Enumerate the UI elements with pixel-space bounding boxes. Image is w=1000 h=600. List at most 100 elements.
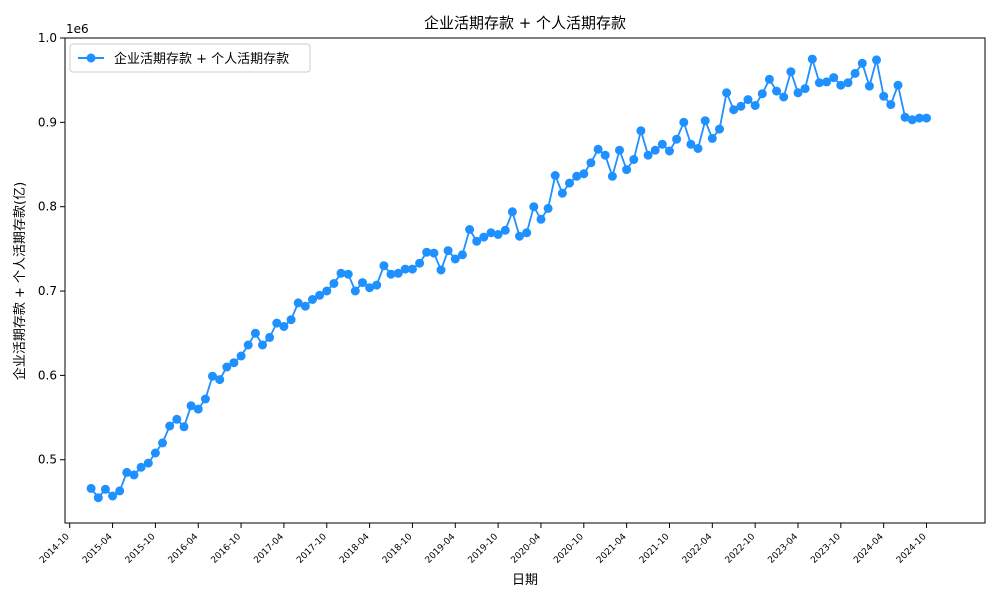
data-point (707, 133, 717, 143)
data-point (722, 88, 732, 98)
data-point (729, 105, 739, 115)
data-point (914, 113, 924, 123)
data-point (907, 115, 917, 125)
data-point (358, 278, 367, 288)
data-point (415, 258, 425, 268)
data-point (700, 116, 710, 126)
data-point (200, 394, 210, 404)
data-point (208, 371, 217, 381)
data-point (922, 113, 931, 123)
data-point (529, 202, 539, 212)
data-point (329, 279, 339, 288)
data-point (436, 265, 446, 275)
data-point (479, 232, 489, 242)
y-tick-label: 0.5 (38, 453, 57, 467)
data-point (743, 95, 753, 105)
data-point (158, 438, 167, 448)
data-point (279, 322, 289, 331)
data-point (343, 269, 353, 279)
data-point (108, 491, 118, 501)
data-point (886, 100, 896, 110)
data-point (115, 486, 125, 496)
data-point (150, 448, 160, 458)
data-point (365, 283, 375, 293)
data-point (779, 92, 789, 102)
data-point (379, 261, 389, 271)
data-point (165, 421, 175, 431)
y-tick-label: 0.9 (38, 115, 57, 129)
data-point (100, 484, 110, 494)
data-point (657, 139, 667, 149)
data-point (193, 404, 203, 414)
data-point (457, 250, 467, 260)
data-point (693, 144, 703, 153)
data-point (322, 286, 332, 296)
data-point (258, 340, 267, 350)
data-point (315, 290, 325, 300)
data-point (265, 332, 275, 342)
data-point (586, 158, 596, 168)
data-point (407, 264, 417, 274)
data-point (757, 89, 767, 99)
legend: 企业活期存款 + 个人活期存款 (69, 43, 311, 73)
data-point (565, 178, 574, 188)
legend-marker (86, 53, 96, 63)
data-point (172, 414, 182, 424)
data-point (129, 470, 139, 480)
data-point (836, 80, 846, 90)
y-tick-label: 0.6 (38, 368, 57, 382)
data-point (807, 54, 817, 64)
data-point (850, 68, 860, 78)
data-point (750, 101, 760, 110)
data-point (429, 248, 439, 258)
data-point (400, 264, 410, 274)
data-point (422, 247, 432, 257)
data-point (450, 254, 460, 264)
data-point (629, 155, 639, 164)
data-point (615, 145, 624, 155)
data-point (393, 268, 403, 278)
data-point (93, 493, 103, 503)
y-axis-label: 企业活期存款 + 个人活期存款(亿) (12, 182, 28, 380)
data-point (500, 225, 510, 235)
data-point (557, 188, 567, 198)
data-point (515, 231, 524, 241)
data-point (293, 298, 303, 308)
data-point (122, 467, 132, 477)
data-point (386, 269, 396, 279)
data-point (308, 295, 317, 304)
data-point (636, 126, 646, 136)
data-point (879, 91, 889, 101)
data-point (793, 88, 803, 98)
data-point (829, 73, 839, 83)
data-point (536, 214, 546, 224)
data-point (864, 81, 874, 91)
data-point (86, 483, 96, 493)
data-point (665, 146, 674, 156)
data-point (143, 458, 153, 468)
chart-title: 企业活期存款 + 个人活期存款 (424, 14, 626, 32)
data-point (579, 169, 589, 179)
y-tick-label: 0.8 (38, 200, 57, 214)
y-axis: 0.5 0.6 0.7 0.8 0.9 1.0 (38, 31, 65, 467)
data-point (179, 422, 189, 432)
data-point (507, 207, 517, 217)
data-point (893, 80, 903, 90)
axes-frame (64, 37, 986, 524)
data-point (686, 139, 696, 149)
data-point (250, 328, 260, 338)
data-point (650, 145, 660, 155)
data-point (300, 301, 310, 311)
data-point (800, 84, 810, 94)
data-point (215, 375, 225, 385)
y-tick-label: 0.7 (38, 284, 57, 298)
data-point (679, 117, 689, 127)
data-point (550, 171, 560, 180)
data-point (486, 228, 496, 238)
y-offset-label: 1e6 (66, 22, 89, 36)
plot-area (86, 54, 931, 503)
data-point (593, 144, 603, 154)
data-point (872, 55, 881, 65)
data-point (350, 286, 360, 296)
